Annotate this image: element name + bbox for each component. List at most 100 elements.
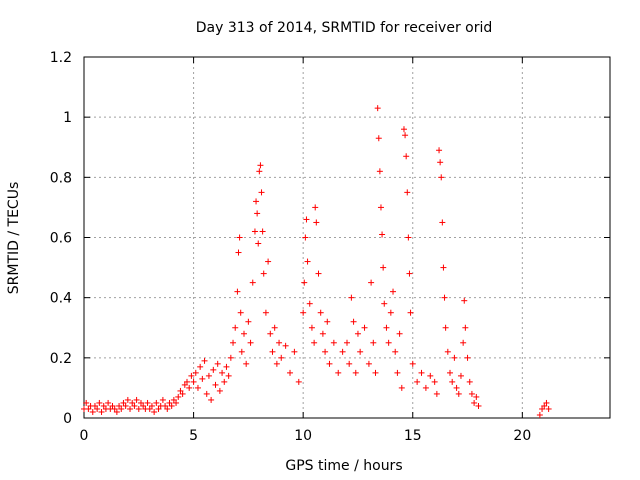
data-point xyxy=(181,381,188,388)
data-point xyxy=(159,396,166,403)
data-point xyxy=(278,354,285,361)
data-point xyxy=(326,360,333,367)
axis-ticks: 0 5 10 15 20 0 0.2 0.4 0.6 0.8 1 1.2 xyxy=(50,50,610,444)
data-point xyxy=(276,339,283,346)
data-point xyxy=(313,219,320,226)
data-point xyxy=(394,369,401,376)
data-point xyxy=(346,360,353,367)
y-tick-label: 0.8 xyxy=(50,170,72,186)
data-point xyxy=(418,369,425,376)
data-point xyxy=(440,264,447,271)
data-point xyxy=(539,405,546,412)
data-point xyxy=(536,411,543,418)
y-tick-label: 0.4 xyxy=(50,291,72,307)
data-point xyxy=(379,231,386,238)
data-point xyxy=(155,405,162,412)
data-point xyxy=(468,390,475,397)
data-point xyxy=(322,348,329,355)
data-point xyxy=(339,348,346,355)
data-point xyxy=(208,396,215,403)
data-point xyxy=(162,402,169,409)
data-point xyxy=(301,279,308,286)
data-point xyxy=(455,390,462,397)
data-point xyxy=(451,354,458,361)
data-point xyxy=(273,360,280,367)
data-point xyxy=(396,330,403,337)
data-point xyxy=(214,360,221,367)
data-point xyxy=(216,387,223,394)
data-point xyxy=(400,126,407,133)
data-point xyxy=(365,360,372,367)
data-point xyxy=(240,330,247,337)
data-point xyxy=(271,324,278,331)
data-point xyxy=(422,384,429,391)
data-point xyxy=(253,198,260,205)
data-point xyxy=(212,381,219,388)
data-point xyxy=(194,384,201,391)
data-point xyxy=(129,399,136,406)
data-point xyxy=(262,309,269,316)
data-point xyxy=(543,399,550,406)
data-point xyxy=(247,339,254,346)
data-point xyxy=(170,396,177,403)
data-point xyxy=(466,378,473,385)
data-point xyxy=(381,300,388,307)
data-point xyxy=(375,135,382,142)
data-point xyxy=(259,228,266,235)
chart-title: Day 313 of 2014, SRMTID for receiver ori… xyxy=(196,20,493,36)
data-point xyxy=(184,378,191,385)
data-point xyxy=(144,399,151,406)
data-point xyxy=(197,363,204,370)
data-point xyxy=(282,342,289,349)
data-point xyxy=(113,408,120,415)
data-point xyxy=(311,339,318,346)
data-point xyxy=(376,168,383,175)
data-point xyxy=(441,294,448,301)
y-tick-label: 0 xyxy=(63,411,72,427)
data-point xyxy=(190,378,197,385)
data-point xyxy=(461,297,468,304)
data-point xyxy=(398,384,405,391)
data-point xyxy=(269,348,276,355)
data-point xyxy=(151,408,158,415)
data-point xyxy=(464,354,471,361)
data-point xyxy=(257,162,264,169)
data-point xyxy=(303,216,310,223)
data-point xyxy=(192,369,199,376)
data-point xyxy=(265,258,272,265)
data-point xyxy=(255,240,262,247)
data-point xyxy=(225,372,232,379)
data-point xyxy=(236,234,243,241)
data-point xyxy=(392,348,399,355)
data-point xyxy=(436,147,443,154)
x-axis-label: GPS time / hours xyxy=(285,458,402,474)
data-point xyxy=(402,132,409,139)
data-point xyxy=(308,324,315,331)
data-point xyxy=(153,399,160,406)
data-point xyxy=(433,390,440,397)
data-point xyxy=(442,324,449,331)
data-point xyxy=(319,330,326,337)
data-point xyxy=(120,399,127,406)
data-point xyxy=(210,366,217,373)
data-point xyxy=(404,189,411,196)
data-point xyxy=(131,402,138,409)
data-point xyxy=(219,369,226,376)
data-point xyxy=(354,330,361,337)
data-point xyxy=(105,399,112,406)
data-point xyxy=(390,288,397,295)
data-point xyxy=(260,270,267,277)
data-point xyxy=(439,219,446,226)
data-point xyxy=(135,405,142,412)
data-point xyxy=(409,360,416,367)
data-point xyxy=(166,399,173,406)
data-point xyxy=(111,405,118,412)
data-point xyxy=(462,324,469,331)
data-point xyxy=(304,258,311,265)
data-point xyxy=(258,189,265,196)
data-point xyxy=(94,405,101,412)
x-tick-label: 5 xyxy=(189,428,198,444)
data-point xyxy=(357,348,364,355)
y-axis-label: SRMTID / TECUs xyxy=(6,182,22,295)
